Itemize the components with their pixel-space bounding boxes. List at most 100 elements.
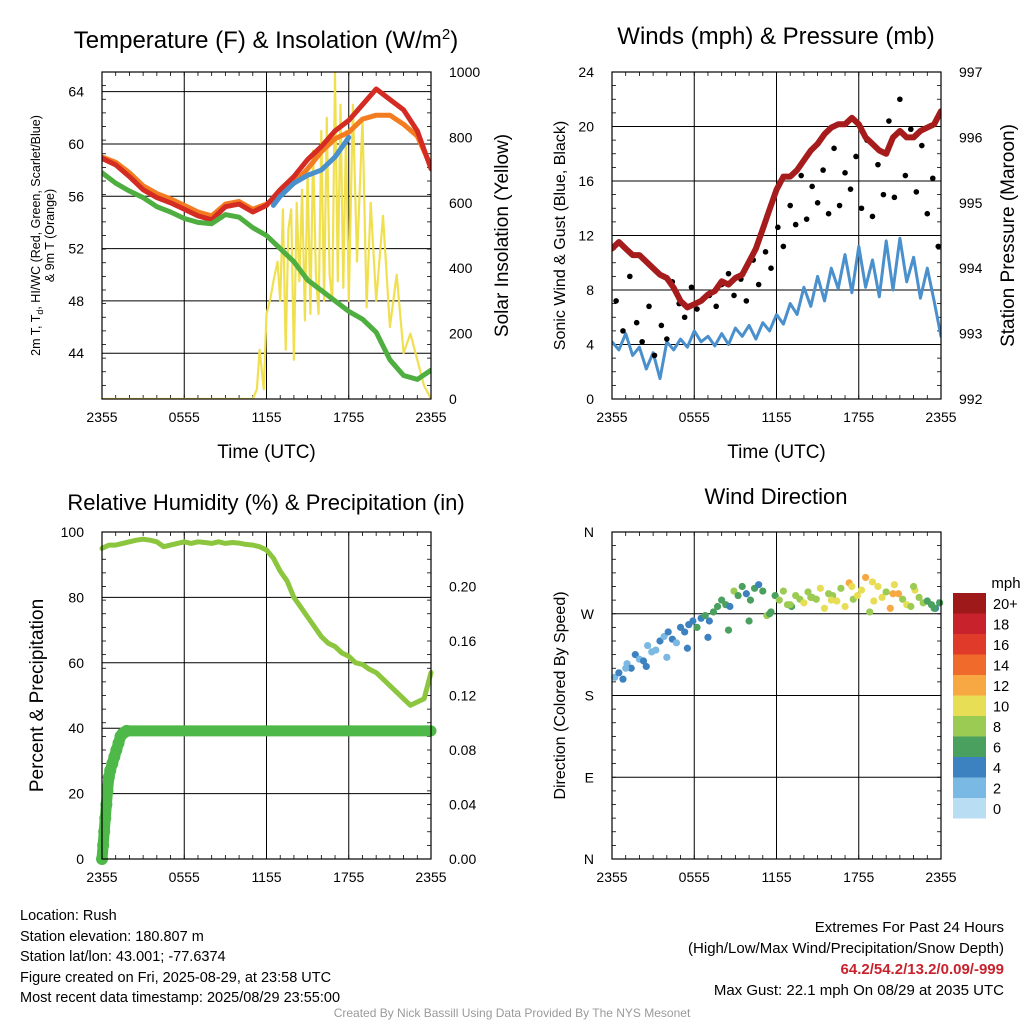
gust-point [780,243,787,250]
x-axis-label: Time (UTC) [217,442,316,463]
legend-title: mph [991,575,1020,592]
gust-point [897,96,903,103]
gust-point [627,273,633,280]
credit-line: Created By Nick Bassill Using Data Provi… [333,1006,691,1020]
x-tick-label: 0555 [169,869,200,885]
y-tick-label: 4 [586,337,594,353]
y-gridlines [102,91,431,354]
gust-point [924,210,931,217]
gust-point [831,145,837,152]
x-gridlines [101,532,432,859]
temperature-panel: 2355 0555 1155 1755 2355 44 48 52 56 60 64 0 200 400 6… [29,26,513,463]
direction-point [644,641,652,650]
direction-point [704,633,712,641]
precip-point [100,798,113,811]
direction-point [889,590,897,598]
y-axis-label: Direction (Colored By Speed) [552,591,569,799]
speed-legend: mph 20+ 18 16 14 12 10 8 6 4 2 0 [953,575,1021,819]
legend-label: 2 [993,781,1001,797]
gust-point [880,191,887,198]
gust-point [775,224,781,231]
y2-tick-label: 992 [959,391,983,407]
y2-axis-label: Station Pressure (Maroon) [998,124,1019,347]
y2-tick-label: 994 [959,260,983,276]
legend-swatch [953,798,986,819]
gust-point [902,172,909,179]
y-tick-label: 44 [68,345,84,361]
direction-point [663,653,671,661]
x-tick-label: 1755 [843,869,874,885]
gust-point [713,303,719,310]
legend-label: 16 [993,638,1009,654]
y-tick-label: 24 [578,64,594,80]
direction-point [615,669,623,677]
y2-tick-label: 1000 [449,64,480,80]
precip-point [120,724,133,737]
gust-point [847,186,854,192]
legend-label: 18 [993,617,1009,633]
temperature-series [102,72,431,399]
precip-point [99,812,112,825]
legend-swatch [953,777,986,798]
y-tick-label: 80 [68,589,84,605]
gust-point [762,249,769,255]
direction-point [848,582,856,591]
figure-created: Figure created on Fri, 2025-08-29, at 23… [20,969,332,986]
station-latlon: Station lat/lon: 43.001; -77.6374 [20,949,226,965]
direction-point [870,597,878,605]
gust-point [688,284,695,291]
y2-tick-label: 995 [959,195,983,211]
gust-point [913,189,920,195]
gust-point [908,126,914,133]
direction-point [899,595,907,603]
y2-tick-label: 0.08 [449,742,476,758]
legend-label: 20+ [993,597,1018,613]
x-tick-label: 0555 [679,869,710,885]
direction-point [857,586,866,594]
direction-point [890,581,898,589]
extremes-title: Extremes For Past 24 Hours [814,919,1004,936]
legend-label: 0 [993,802,1001,818]
gust-point [798,172,804,179]
direction-point [878,593,886,602]
x-axis-label: Time (UTC) [727,442,826,463]
chart-title: Relative Humidity (%) & Precipitation (i… [67,490,464,515]
direction-point [909,582,918,591]
direction-point [627,664,635,672]
direction-point [930,604,938,612]
x-tick-label: 2355 [86,869,117,885]
gust-point [935,243,941,250]
direction-point [882,588,890,596]
max-gust: Max Gust: 22.1 mph On 08/29 at 2035 UTC [713,982,1004,999]
gust-point [858,205,865,212]
plot-frame [611,71,942,400]
precip-point [101,784,114,797]
gust-point [743,298,750,304]
gust-point [869,213,876,220]
x-tick-label: 2355 [415,409,446,425]
direction-point [812,595,820,603]
y2-tick-label: 400 [449,260,473,276]
y2-tick-label: 0.16 [449,633,476,649]
direction-point [724,626,733,634]
y2-axis-label: Solar Insolation (Yellow) [492,134,513,337]
legend-label: 14 [993,658,1009,674]
gust-point [646,303,652,310]
direction-point [746,596,755,604]
gust-point [725,270,732,277]
x-tick-label: 1155 [761,409,791,425]
direction-point [874,582,882,591]
pressure-line [612,108,941,311]
rh-line [99,536,434,708]
x-tick-label: 0555 [679,409,710,425]
legend-label: 6 [993,740,1001,756]
y-tick-label: E [585,769,594,785]
y2-tick-label: 0.04 [449,797,476,813]
gust-point [768,265,774,272]
gust-point [639,338,645,345]
y-tick-label: 0 [586,391,594,407]
direction-point [652,646,660,654]
direction-point [816,584,824,592]
gust-point [875,161,881,168]
